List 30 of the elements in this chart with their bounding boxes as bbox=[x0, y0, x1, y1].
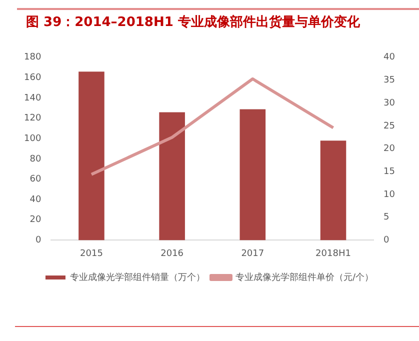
bar bbox=[320, 140, 346, 240]
y-tick-label: 160 bbox=[24, 73, 42, 84]
y2-tick-label: 25 bbox=[384, 121, 395, 132]
y2-tick-label: 5 bbox=[384, 212, 390, 223]
bar bbox=[159, 112, 185, 240]
y2-tick-label: 10 bbox=[384, 190, 396, 200]
y-tick-label: 100 bbox=[24, 134, 42, 144]
legend-label: 专业成像光学部组件单价（元/个） bbox=[235, 272, 374, 283]
x-tick-label: 2015 bbox=[80, 248, 103, 259]
y2-tick-label: 30 bbox=[384, 98, 396, 108]
y2-tick-label: 20 bbox=[384, 144, 396, 154]
y2-tick-label: 0 bbox=[384, 236, 390, 246]
y-tick-label: 40 bbox=[30, 194, 42, 205]
bar bbox=[78, 72, 104, 240]
y2-tick-label: 40 bbox=[384, 52, 396, 63]
y-tick-label: 120 bbox=[24, 114, 42, 124]
y-tick-label: 20 bbox=[30, 215, 42, 226]
y-tick-label: 140 bbox=[24, 93, 42, 104]
y2-tick-label: 35 bbox=[384, 76, 395, 86]
y-tick-label: 0 bbox=[35, 236, 42, 246]
x-tick-label: 2018H1 bbox=[316, 248, 351, 259]
chart-title: 图 39：2014–2018H1 专业成像部件出货量与单价变化 bbox=[26, 14, 360, 31]
y-tick-label: 180 bbox=[24, 52, 42, 63]
x-tick-label: 2017 bbox=[241, 248, 264, 259]
legend-label: 专业成像光学部组件销量（万个） bbox=[70, 272, 205, 283]
bar bbox=[240, 109, 266, 240]
y-tick-label: 60 bbox=[30, 174, 42, 185]
x-tick-label: 2016 bbox=[160, 248, 184, 259]
y2-tick-label: 15 bbox=[384, 166, 395, 177]
y-tick-label: 80 bbox=[30, 154, 42, 164]
